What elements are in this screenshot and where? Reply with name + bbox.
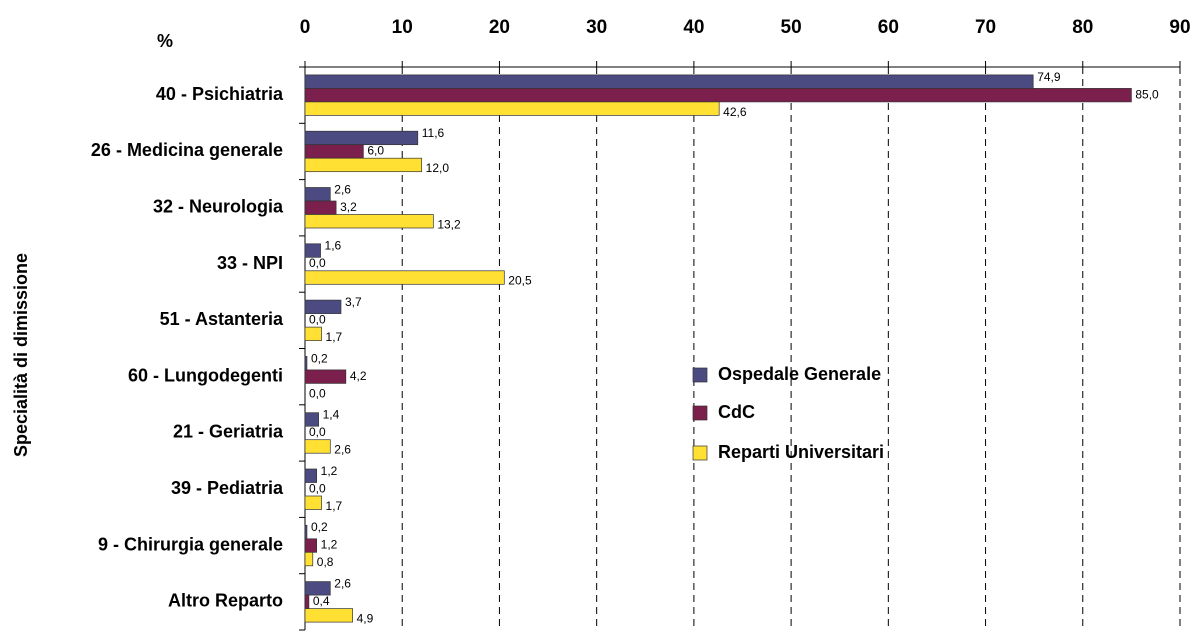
bar xyxy=(304,101,720,116)
value-label: 1,6 xyxy=(325,239,342,253)
x-tick-label: 10 xyxy=(392,17,413,38)
bar xyxy=(304,157,423,173)
legend-label: Reparti Universitari xyxy=(718,442,884,462)
value-label: 3,2 xyxy=(340,200,357,214)
value-label: 4,9 xyxy=(357,612,374,626)
value-label: 85,0 xyxy=(1135,87,1159,101)
y-tick-label: 26 - Medicina generale xyxy=(91,140,283,160)
bar xyxy=(304,468,318,483)
legend-swatch xyxy=(692,367,708,383)
value-label: 0,0 xyxy=(309,481,326,495)
bar xyxy=(304,144,364,159)
legend-label: CdC xyxy=(718,402,755,422)
value-label: 0,0 xyxy=(309,425,326,439)
bar xyxy=(304,214,434,229)
bar xyxy=(304,200,337,215)
bar xyxy=(304,74,1034,89)
value-label: 0,2 xyxy=(311,520,328,534)
bar xyxy=(304,538,318,553)
bar xyxy=(304,299,342,314)
value-label: 2,6 xyxy=(334,182,351,196)
bar xyxy=(304,412,319,427)
value-label: 3,7 xyxy=(345,295,362,309)
bar xyxy=(304,608,353,623)
value-label: 1,7 xyxy=(326,330,343,344)
bar xyxy=(304,524,308,540)
bar xyxy=(304,495,322,510)
value-label: 1,7 xyxy=(326,499,343,513)
bar xyxy=(304,243,321,258)
y-tick-label: 60 - Lungodegenti xyxy=(128,365,283,385)
value-label: 2,6 xyxy=(334,443,351,457)
value-label: 13,2 xyxy=(437,217,461,231)
x-tick-label: 50 xyxy=(781,17,802,38)
x-tick-label: 40 xyxy=(683,17,704,38)
x-tick-label: 30 xyxy=(586,17,607,38)
y-tick-label: 51 - Astanteria xyxy=(160,309,284,329)
bar xyxy=(304,326,322,341)
value-label: 0,8 xyxy=(317,555,334,569)
bar xyxy=(304,187,331,202)
legend-swatch xyxy=(692,405,708,421)
value-label: 4,2 xyxy=(350,369,367,383)
value-label: 1,4 xyxy=(323,408,340,422)
legend-label: Ospedale Generale xyxy=(718,364,881,384)
value-label: 0,4 xyxy=(313,594,330,608)
value-label: 1,2 xyxy=(321,538,338,552)
y-tick-label: 9 - Chirurgia generale xyxy=(98,534,283,554)
value-label: 12,0 xyxy=(426,161,450,175)
value-label: 6,0 xyxy=(367,144,384,158)
x-tick-label: 80 xyxy=(1072,17,1093,38)
x-tick-label: 60 xyxy=(878,17,899,38)
value-label: 0,0 xyxy=(309,313,326,327)
x-tick-label: 20 xyxy=(489,17,510,38)
value-label: 2,6 xyxy=(334,577,351,591)
y-tick-label: Altro Reparto xyxy=(168,591,283,611)
bar xyxy=(304,439,331,454)
value-label: 1,2 xyxy=(321,464,338,478)
bar xyxy=(304,356,308,371)
bar xyxy=(304,551,314,567)
bar xyxy=(304,270,505,285)
bar xyxy=(304,594,310,609)
bar xyxy=(304,88,1132,103)
bar xyxy=(304,130,419,146)
value-label: 11,6 xyxy=(422,126,445,140)
y-tick-label: 21 - Geriatria xyxy=(173,422,284,442)
x-tick-label: 90 xyxy=(1169,17,1190,38)
y-tick-label: 39 - Pediatria xyxy=(171,478,284,498)
value-label: 42,6 xyxy=(723,105,747,119)
x-tick-label: 0 xyxy=(300,17,311,38)
value-label: 0,0 xyxy=(309,386,326,400)
bar xyxy=(304,581,331,596)
y-tick-label: 40 - Psichiatria xyxy=(156,84,284,104)
value-label: 0,0 xyxy=(309,256,326,270)
value-label: 74,9 xyxy=(1037,70,1061,84)
x-tick-label: 70 xyxy=(975,17,996,38)
y-tick-label: 33 - NPI xyxy=(217,253,283,273)
bar xyxy=(304,369,347,384)
y-tick-label: 32 - Neurologia xyxy=(153,197,284,217)
legend-swatch xyxy=(692,445,708,461)
value-label: 20,5 xyxy=(508,274,532,288)
x-axis-label: % xyxy=(157,31,173,51)
y-axis-label: Specialità di dimissione xyxy=(11,253,31,457)
value-label: 0,2 xyxy=(311,351,328,365)
